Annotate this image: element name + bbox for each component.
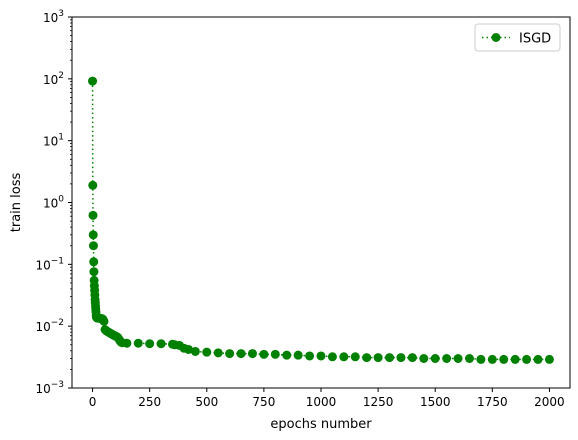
data-point — [259, 349, 269, 359]
data-point — [225, 349, 235, 359]
x-tick-label: 500 — [195, 395, 218, 409]
data-point — [544, 354, 554, 364]
data-point — [213, 348, 223, 358]
data-point — [522, 354, 532, 364]
data-point — [487, 354, 497, 364]
data-point — [202, 347, 212, 357]
y-tick-label: 102 — [43, 71, 64, 87]
data-point — [270, 349, 280, 359]
x-tick-label: 250 — [138, 395, 161, 409]
x-tick-label: 1250 — [363, 395, 394, 409]
y-tick-label: 10−1 — [35, 256, 64, 272]
data-point — [362, 353, 372, 363]
data-point — [89, 267, 99, 277]
x-tick-label: 1000 — [306, 395, 337, 409]
x-tick-label: 2000 — [534, 395, 565, 409]
data-point — [89, 257, 99, 267]
x-tick-label: 0 — [89, 395, 97, 409]
data-point — [88, 76, 98, 86]
data-point — [327, 352, 337, 362]
data-point — [385, 353, 395, 363]
data-point — [88, 241, 98, 251]
data-point — [339, 352, 349, 362]
legend: ISGD — [474, 23, 561, 52]
data-point — [88, 210, 98, 220]
data-point — [156, 339, 166, 349]
data-point — [282, 350, 292, 360]
x-axis-label: epochs number — [270, 417, 372, 432]
data-point — [184, 344, 194, 354]
data-point — [453, 353, 463, 363]
y-tick-label: 103 — [43, 9, 64, 25]
data-point — [510, 354, 520, 364]
data-point — [419, 353, 429, 363]
data-point — [133, 338, 143, 348]
legend-marker — [491, 33, 501, 42]
data-point — [145, 339, 155, 349]
y-axis-label: train loss — [9, 173, 24, 233]
data-point — [407, 353, 417, 363]
x-tick-label: 1750 — [477, 395, 508, 409]
x-tick-label: 750 — [252, 395, 275, 409]
data-point — [533, 354, 543, 364]
data-point — [236, 349, 246, 359]
data-point — [293, 350, 303, 360]
y-tick-label: 10−2 — [35, 318, 64, 334]
data-point — [373, 353, 383, 363]
data-point — [464, 353, 474, 363]
data-point — [316, 351, 326, 361]
data-point — [476, 354, 486, 364]
y-tick-label: 101 — [43, 133, 64, 149]
x-tick-label: 1500 — [420, 395, 451, 409]
data-point — [396, 353, 406, 363]
data-point — [350, 352, 360, 362]
data-point — [430, 353, 440, 363]
y-tick-label: 100 — [43, 195, 64, 211]
data-point — [122, 338, 132, 348]
data-point — [247, 349, 257, 359]
data-point — [88, 180, 98, 190]
data-point — [99, 316, 109, 326]
y-tick-label: 10−3 — [35, 380, 64, 396]
data-point — [88, 230, 98, 240]
x-axis-ticks: 0 250 500 750 1000 1250 1500 1750 2000 — [89, 388, 565, 409]
legend-box — [474, 23, 561, 52]
y-axis-ticks: 10−3 10−2 10−1 100 101 102 103 — [35, 9, 72, 396]
data-point — [305, 351, 315, 361]
data-point — [190, 346, 200, 356]
legend-label: ISGD — [519, 32, 551, 47]
series-layer — [88, 76, 554, 364]
data-point — [442, 353, 452, 363]
data-point — [499, 354, 509, 364]
